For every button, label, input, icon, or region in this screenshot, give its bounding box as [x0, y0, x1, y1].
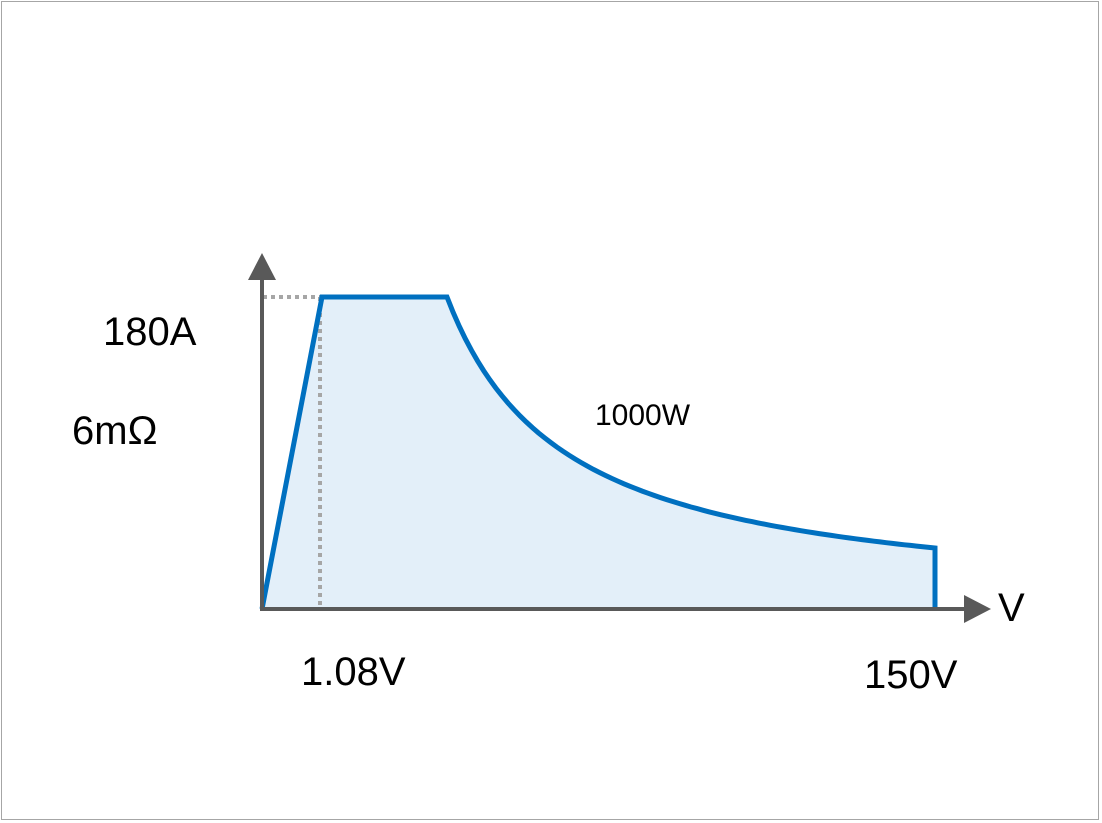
voltage-max-label: 150V: [864, 653, 958, 697]
power-label: 1000W: [595, 399, 691, 432]
voltage-knee-label: 1.08V: [301, 650, 406, 694]
operating-area-fill: [262, 297, 935, 609]
x-axis-arrow-icon: [964, 595, 991, 623]
current-max-label: 180A: [103, 310, 197, 354]
operating-boundary-curve: [259, 294, 938, 610]
resistance-label: 6mΩ: [72, 409, 157, 453]
y-axis-arrow-icon: [248, 253, 276, 280]
x-axis-label: V: [998, 586, 1025, 630]
